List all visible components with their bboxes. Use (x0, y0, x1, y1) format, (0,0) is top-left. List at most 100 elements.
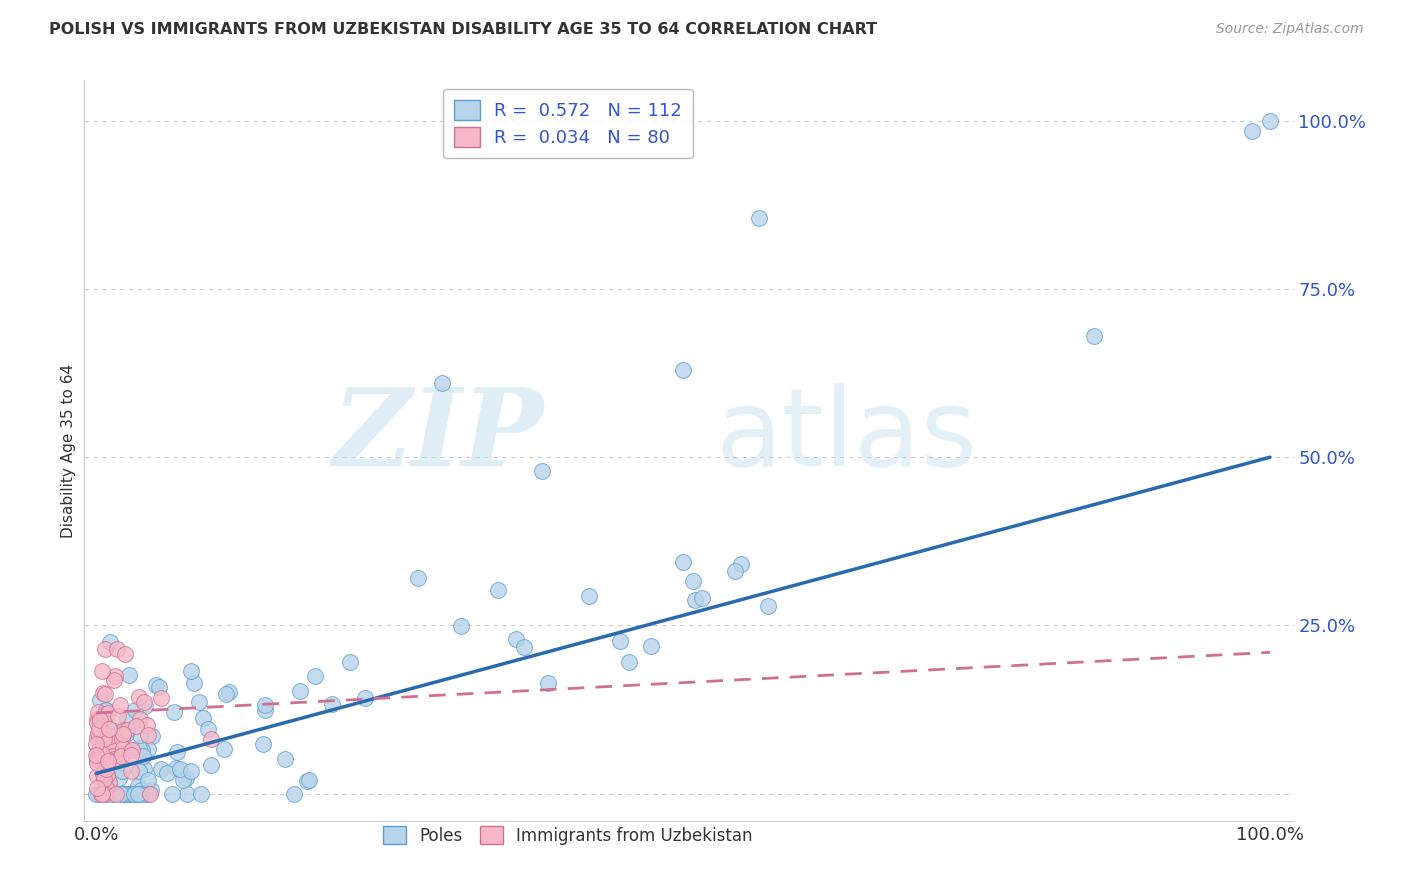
Point (756, 599, 779, 613)
Point (90, 727, 112, 741)
Point (91, 724, 114, 739)
Point (253, 698, 276, 712)
Point (112, 787, 135, 801)
Point (1241, 124, 1264, 138)
Point (111, 787, 134, 801)
Point (218, 684, 240, 698)
Point (86, 730, 108, 744)
Point (107, 728, 129, 742)
Point (86, 756, 108, 770)
Point (101, 787, 124, 801)
Point (86, 780, 108, 795)
Point (112, 740, 135, 755)
Point (166, 745, 188, 759)
Point (97, 734, 120, 748)
Legend: Poles, Immigrants from Uzbekistan: Poles, Immigrants from Uzbekistan (375, 818, 761, 853)
Point (136, 773, 159, 788)
Point (136, 742, 159, 756)
Point (1083, 329, 1105, 343)
Point (122, 787, 145, 801)
Point (197, 722, 219, 736)
Point (93, 772, 115, 786)
Point (136, 729, 159, 743)
Point (283, 787, 305, 801)
Point (134, 787, 156, 801)
Point (132, 762, 155, 776)
Point (172, 772, 194, 787)
Point (121, 742, 143, 756)
Point (118, 667, 141, 681)
Point (94, 707, 117, 722)
Point (124, 703, 146, 717)
Point (131, 743, 153, 757)
Point (105, 642, 128, 657)
Point (505, 632, 527, 646)
Point (84, 748, 107, 763)
Point (98, 635, 121, 649)
Point (98, 739, 121, 753)
Point (94, 781, 117, 796)
Point (96, 768, 118, 782)
Point (96, 763, 118, 777)
Point (609, 634, 631, 648)
Point (86, 712, 108, 726)
Point (148, 680, 170, 694)
Point (141, 729, 163, 743)
Point (408, 571, 430, 585)
Point (215, 687, 238, 701)
Point (107, 744, 129, 758)
Point (125, 718, 148, 732)
Point (724, 565, 747, 579)
Point (578, 589, 600, 603)
Point (86, 752, 108, 766)
Point (90, 664, 112, 678)
Point (129, 783, 152, 797)
Point (132, 749, 155, 764)
Point (87, 723, 110, 737)
Point (129, 712, 152, 726)
Point (87, 787, 110, 801)
Point (200, 731, 222, 746)
Text: ZIP: ZIP (332, 383, 544, 489)
Point (96, 703, 118, 717)
Point (118, 787, 141, 801)
Point (273, 752, 295, 766)
Point (124, 787, 146, 801)
Point (682, 574, 704, 588)
Point (91, 686, 114, 700)
Point (149, 762, 172, 776)
Point (96, 729, 118, 743)
Point (86, 750, 108, 764)
Point (120, 747, 142, 762)
Point (486, 582, 509, 597)
Point (432, 376, 454, 391)
Point (134, 695, 156, 709)
Y-axis label: Disability Age 35 to 64: Disability Age 35 to 64 (60, 363, 76, 538)
Point (128, 764, 150, 779)
Point (127, 780, 149, 794)
Point (114, 727, 136, 741)
Point (174, 772, 197, 786)
Point (115, 711, 138, 725)
Point (115, 723, 138, 738)
Point (105, 754, 128, 768)
Point (640, 639, 662, 653)
Point (98, 722, 121, 736)
Point (128, 741, 150, 756)
Point (122, 787, 145, 801)
Point (87, 747, 110, 762)
Point (112, 723, 135, 738)
Point (90, 747, 112, 762)
Point (304, 669, 326, 683)
Point (188, 695, 211, 709)
Point (169, 762, 191, 776)
Point (128, 690, 150, 704)
Point (104, 735, 127, 749)
Point (145, 678, 167, 692)
Point (96, 752, 118, 766)
Point (89, 692, 111, 706)
Point (90, 752, 112, 766)
Point (1258, 113, 1281, 128)
Point (110, 787, 132, 801)
Point (91, 767, 114, 781)
